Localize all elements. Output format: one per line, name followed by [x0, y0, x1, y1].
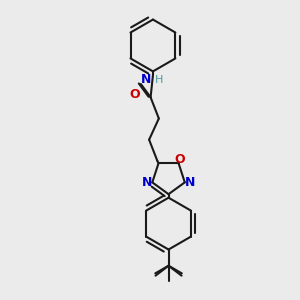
Text: O: O	[175, 153, 185, 166]
Text: H: H	[155, 75, 164, 85]
Text: O: O	[129, 88, 140, 101]
Text: N: N	[142, 176, 152, 189]
Text: N: N	[184, 176, 195, 189]
Text: N: N	[141, 73, 152, 86]
